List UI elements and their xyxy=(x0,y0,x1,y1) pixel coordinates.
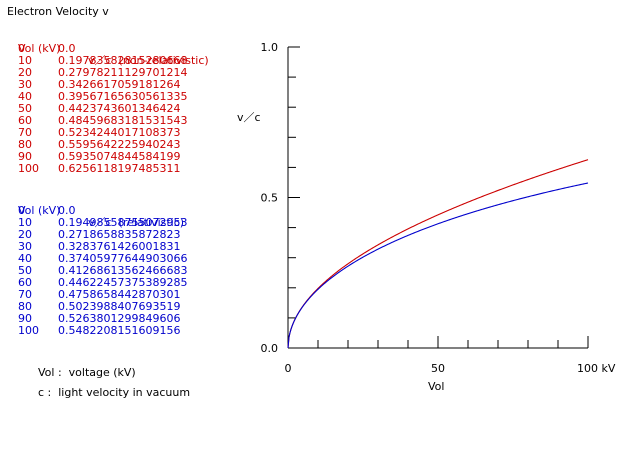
y-tick-label: 0.0 xyxy=(261,342,279,355)
chart-ticks: 0.0 0.5 1.0 0 50 100 kV xyxy=(261,41,616,375)
nonrel-vol-cell: 100 xyxy=(18,162,39,175)
x-tick-label: 100 kV xyxy=(577,362,616,375)
rel-vol-cell: 10 xyxy=(18,216,32,229)
legend-note-c: c : light velocity in vacuum xyxy=(38,386,191,399)
x-tick-label: 0 xyxy=(285,362,292,375)
rel-row: 100 0.5482208151609156 xyxy=(18,325,180,337)
rel-row: 70 0.4758658442870301 xyxy=(18,288,180,301)
legend-note-vol: Vol : voltage (kV) xyxy=(38,366,136,379)
page-title: Electron Velocity v xyxy=(7,5,109,18)
rel-vol-cell: 0 xyxy=(18,204,25,217)
nonrel-row: 70 0.5234244017108373 xyxy=(18,126,180,139)
nonrel-row: 90 0.5935074844584199 xyxy=(18,150,180,163)
y-tick-label: 0.5 xyxy=(261,192,279,205)
rel-v-cell: 0.5023988407693519 xyxy=(58,300,181,313)
nonrel-vol-cell: 20 xyxy=(18,66,32,79)
rel-vol-cell: 30 xyxy=(18,240,32,253)
nonrel-vol-cell: 60 xyxy=(18,114,32,127)
rel-row: 0 0.0 xyxy=(18,204,76,217)
nonrel-v-cell: 0.39567165630561335 xyxy=(58,90,188,103)
nonrel-row: 30 0.3426617059181264 xyxy=(18,78,180,91)
nonrel-v-cell: 0.5234244017108373 xyxy=(58,126,181,139)
nonrel-row: 10 0.19783582815280668 xyxy=(18,54,187,67)
nonrel-v-cell: 0.5935074844584199 xyxy=(58,150,181,163)
rel-v-cell: 0.4758658442870301 xyxy=(58,288,181,301)
nonrel-vol-cell: 70 xyxy=(18,126,32,139)
nonrel-row: 80 0.5595642225940243 xyxy=(18,138,180,151)
chart-lines xyxy=(287,159,589,349)
nonrel-v-cell: 0.19783582815280668 xyxy=(58,54,188,67)
rel-row: 20 0.2718658835872823 xyxy=(18,228,180,241)
nonrel-header-v: v／c (non-relativistic) xyxy=(88,54,209,67)
series-line xyxy=(287,182,589,349)
nonrel-row: 0 0.0 xyxy=(18,42,76,55)
nonrel-vol-cell: 90 xyxy=(18,150,32,163)
nonrel-vol-cell: 0 xyxy=(18,42,25,55)
nonrel-v-cell: 0.48459683181531543 xyxy=(58,114,188,127)
y-axis-label: v／c xyxy=(237,111,261,124)
rel-v-cell: 0.0 xyxy=(58,204,76,217)
y-tick-label: 1.0 xyxy=(261,41,279,54)
nonrel-v-cell: 0.5595642225940243 xyxy=(58,138,181,151)
x-axis-label: Vol xyxy=(428,380,444,393)
x-tick-label: 50 xyxy=(431,362,445,375)
rel-vol-cell: 70 xyxy=(18,288,32,301)
rel-row: 30 0.3283761426001831 xyxy=(18,240,180,253)
chart-axes xyxy=(287,47,588,349)
nonrel-row: 40 0.39567165630561335 xyxy=(18,90,187,103)
rel-vol-cell: 40 xyxy=(18,252,32,265)
nonrel-vol-cell: 30 xyxy=(18,78,32,91)
rel-vol-cell: 90 xyxy=(18,312,32,325)
nonrel-v-cell: 0.6256118197485311 xyxy=(58,162,181,175)
rel-header-v: v／c (relativistic) xyxy=(88,216,185,229)
rel-v-cell: 0.5482208151609156 xyxy=(58,324,181,337)
rel-row: 50 0.41268613562466683 xyxy=(18,264,187,277)
rel-v-cell: 0.37405977644903066 xyxy=(58,252,188,265)
nonrel-row: 100 0.6256118197485311 xyxy=(18,163,180,175)
rel-table-header: Vol (kV) v／c (relativistic) xyxy=(18,193,184,229)
nonrel-v-cell: 0.27978211129701214 xyxy=(58,66,188,79)
rel-row: 40 0.37405977644903066 xyxy=(18,252,187,265)
nonrel-vol-cell: 40 xyxy=(18,90,32,103)
rel-row: 10 0.19498558755072953 xyxy=(18,216,187,229)
rel-v-cell: 0.44622457375389285 xyxy=(58,276,188,289)
nonrel-v-cell: 0.3426617059181264 xyxy=(58,78,181,91)
rel-table: Vol (kV) v／c (relativistic) 0 0.0 10 0.1949… xyxy=(18,193,187,337)
nonrel-vol-cell: 80 xyxy=(18,138,32,151)
nonrel-row: 60 0.48459683181531543 xyxy=(18,114,187,127)
rel-header-vol: Vol (kV) xyxy=(18,204,61,217)
rel-vol-cell: 60 xyxy=(18,276,32,289)
rel-vol-cell: 50 xyxy=(18,264,32,277)
rel-v-cell: 0.19498558755072953 xyxy=(58,216,188,229)
nonrel-row: 50 0.4423743601346424 xyxy=(18,102,180,115)
rel-v-cell: 0.5263801299849606 xyxy=(58,312,181,325)
rel-vol-cell: 100 xyxy=(18,324,39,337)
nonrel-v-cell: 0.4423743601346424 xyxy=(58,102,181,115)
nonrel-vol-cell: 50 xyxy=(18,102,32,115)
series-line xyxy=(287,159,589,349)
rel-vol-cell: 80 xyxy=(18,300,32,313)
rel-row: 60 0.44622457375389285 xyxy=(18,276,187,289)
rel-row: 80 0.5023988407693519 xyxy=(18,300,180,313)
nonrel-v-cell: 0.0 xyxy=(58,42,76,55)
rel-v-cell: 0.3283761426001831 xyxy=(58,240,181,253)
nonrel-table: Vol (kV) v／c (non-relativistic) 0 0.0 10 0.… xyxy=(18,31,209,175)
nonrel-table-header: Vol (kV) v／c (non-relativistic) xyxy=(18,31,209,67)
nonrel-header-vol: Vol (kV) xyxy=(18,42,61,55)
nonrel-row: 20 0.27978211129701214 xyxy=(18,66,187,79)
rel-v-cell: 0.41268613562466683 xyxy=(58,264,188,277)
rel-v-cell: 0.2718658835872823 xyxy=(58,228,181,241)
nonrel-vol-cell: 10 xyxy=(18,54,32,67)
rel-vol-cell: 20 xyxy=(18,228,32,241)
rel-row: 90 0.5263801299849606 xyxy=(18,312,180,325)
